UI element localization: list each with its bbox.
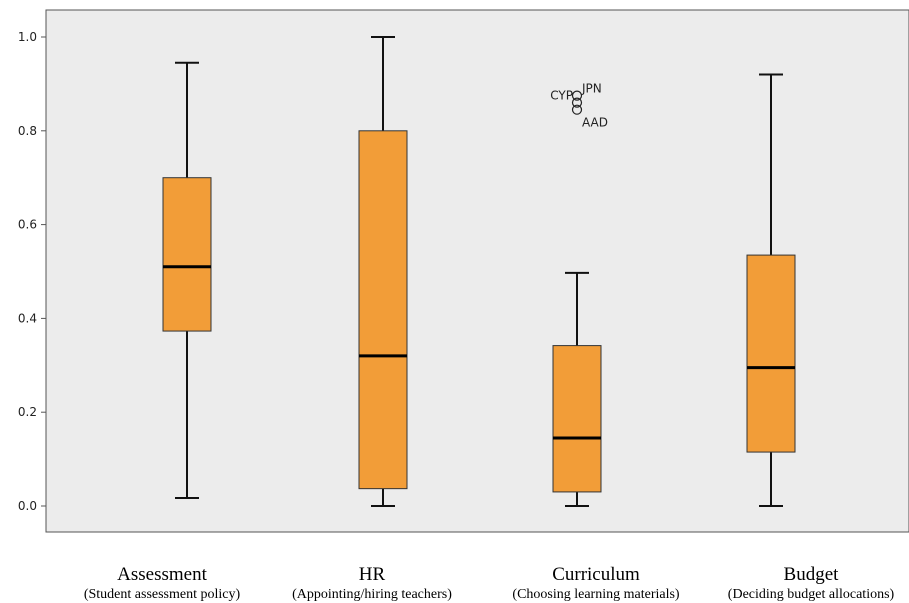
y-tick-label: 0.8 — [18, 124, 37, 138]
category-sublabel: (Appointing/hiring teachers) — [292, 587, 452, 602]
category-sublabel: (Deciding budget allocations) — [728, 587, 895, 602]
category-label: Curriculum — [552, 564, 640, 585]
box-iqr — [552, 345, 602, 493]
outlier-point — [571, 97, 583, 108]
box-iqr — [358, 130, 408, 490]
outlier-label: AAD — [582, 116, 608, 130]
y-tick-label: 0.0 — [18, 499, 37, 513]
outlier-label: CYP — [550, 89, 573, 103]
box-assessment — [162, 61, 212, 500]
boxes: JPN CYP AAD — [162, 36, 796, 507]
y-axis: 0.0 0.2 0.4 0.6 0.8 1.0 — [18, 30, 46, 513]
box-curriculum: JPN CYP AAD — [550, 82, 608, 507]
outlier-point — [571, 90, 583, 101]
box-iqr — [162, 177, 212, 332]
category-label: HR — [359, 564, 386, 585]
category-label: Assessment — [117, 564, 207, 585]
outlier-point — [571, 104, 583, 115]
category-sublabel: (Choosing learning materials) — [512, 587, 680, 602]
box-iqr — [746, 254, 796, 453]
y-tick-label: 0.4 — [18, 311, 37, 325]
outlier-label: JPN — [581, 82, 602, 96]
category-label: Budget — [784, 564, 840, 585]
y-tick-label: 1.0 — [18, 30, 37, 44]
y-tick-label: 0.2 — [18, 405, 37, 419]
box-budget — [746, 73, 796, 507]
category-sublabel: (Student assessment policy) — [84, 587, 241, 602]
y-tick-label: 0.6 — [18, 218, 37, 232]
box-hr — [358, 36, 408, 507]
x-axis-labels: Assessment (Student assessment policy) HR (… — [84, 564, 895, 602]
